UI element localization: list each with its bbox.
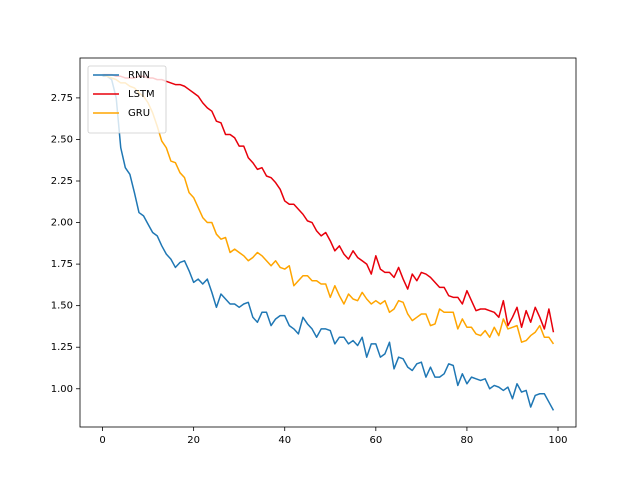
y-tick-label: 2.25 [51, 176, 73, 187]
line [102, 73, 555, 333]
x-tick-label: 100 [548, 435, 567, 446]
x-tick-label: 20 [187, 435, 200, 446]
line [102, 75, 555, 411]
x-tick-label: 40 [278, 435, 291, 446]
y-tick-label: 1.75 [51, 259, 73, 270]
x-tick-label: 80 [461, 435, 474, 446]
x-tick-label: 60 [369, 435, 382, 446]
plot-frame [79, 57, 577, 428]
x-tick-label: 0 [99, 435, 105, 446]
y-tick-label: 1.00 [51, 384, 73, 395]
y-tick-label: 1.50 [51, 301, 73, 312]
line [102, 73, 555, 345]
y-tick-label: 2.00 [51, 218, 73, 229]
y-tick-label: 1.25 [51, 342, 73, 353]
legend-label: RNN [128, 70, 150, 81]
y-tick-label: 2.75 [51, 93, 73, 104]
legend-label: GRU [128, 108, 150, 119]
legend-box [87, 65, 167, 134]
y-tick-label: 2.50 [51, 134, 73, 145]
legend-label: LSTM [128, 89, 155, 100]
